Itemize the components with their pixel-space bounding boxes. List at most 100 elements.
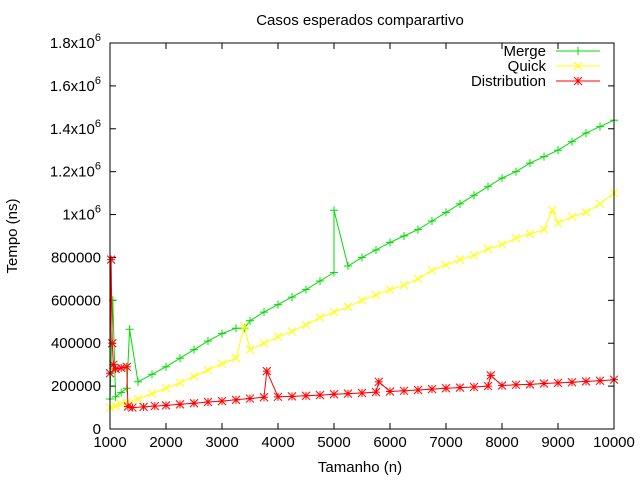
marker-stroke [273, 332, 283, 342]
marker-stroke [315, 313, 325, 322]
y-tick-label-base: 1.2x10 [50, 164, 95, 181]
marker-stroke [128, 403, 137, 412]
marker-stroke [511, 233, 521, 243]
marker-stroke [123, 402, 133, 411]
data-point [414, 225, 422, 234]
data-point [441, 260, 451, 270]
marker-stroke [469, 250, 479, 260]
data-point [357, 388, 367, 398]
marker-stroke [343, 389, 353, 398]
data-point [203, 365, 213, 375]
y-tick-label: 0 [93, 421, 101, 438]
marker-stroke [111, 364, 120, 374]
data-point [483, 381, 493, 391]
marker-stroke [106, 255, 116, 264]
marker-stroke [399, 386, 409, 396]
data-point [343, 302, 353, 312]
marker-stroke [385, 285, 395, 294]
y-tick-label-exponent: 6 [95, 118, 101, 130]
marker-stroke [240, 321, 249, 331]
y-tick-label: 1.8x106 [50, 32, 101, 52]
marker-stroke [413, 274, 423, 284]
data-point [469, 250, 479, 260]
marker-stroke [497, 381, 507, 390]
data-point [525, 229, 535, 239]
marker-stroke [273, 392, 283, 402]
marker-stroke [301, 320, 311, 330]
marker-stroke [111, 401, 120, 411]
data-point [554, 146, 562, 155]
data-point [581, 208, 591, 217]
data-point [371, 290, 381, 300]
marker-stroke [553, 218, 563, 228]
marker-stroke [581, 208, 591, 217]
y-tick-label-base: 800000 [51, 249, 101, 266]
data-point [512, 167, 520, 176]
data-point [540, 152, 548, 161]
data-point [511, 380, 521, 390]
data-point [428, 216, 436, 225]
data-point [595, 376, 605, 386]
marker-stroke [399, 280, 409, 290]
data-point [189, 372, 199, 381]
data-point [582, 129, 590, 138]
marker-stroke [161, 383, 171, 393]
marker-stroke [133, 394, 143, 404]
marker-stroke [567, 212, 577, 222]
data-point [128, 403, 137, 412]
marker-stroke [455, 383, 465, 392]
data-point [343, 389, 353, 398]
marker-stroke [525, 380, 535, 389]
series-distribution [105, 255, 619, 412]
data-point [125, 325, 134, 334]
data-point [399, 280, 409, 290]
marker-stroke [486, 371, 496, 380]
data-point [470, 191, 478, 200]
data-point [511, 233, 521, 243]
data-point [553, 218, 563, 228]
legend-label: Distribution [471, 73, 546, 90]
data-point [553, 378, 563, 388]
data-point [525, 380, 535, 389]
data-point [301, 391, 311, 401]
x-tick-label: 2000 [149, 434, 182, 451]
marker-stroke [217, 359, 227, 368]
marker-stroke [245, 345, 255, 355]
marker-stroke [371, 290, 381, 300]
marker-stroke [262, 366, 272, 376]
data-point [204, 337, 212, 346]
legend-swatch-marker [573, 76, 583, 86]
data-point [288, 293, 296, 302]
x-tick-label: 10000 [593, 434, 635, 451]
data-point [116, 363, 126, 373]
x-tick-label: 3000 [205, 434, 238, 451]
data-point [111, 401, 120, 411]
data-point [109, 360, 118, 370]
data-point [315, 390, 325, 400]
marker-stroke [413, 385, 423, 395]
data-point [498, 174, 506, 183]
data-point [259, 392, 269, 402]
data-point [287, 392, 297, 401]
y-tick-label-exponent: 6 [95, 204, 101, 216]
legend-swatch-marker [573, 61, 583, 71]
marker-stroke [329, 307, 339, 317]
y-tick-label-base: 600000 [51, 292, 101, 309]
y-tick-label: 800000 [51, 249, 101, 266]
marker-stroke [287, 327, 297, 336]
y-axis-label: Tempo (ns) [4, 198, 21, 273]
x-tick-label: 1000 [93, 434, 126, 451]
data-point [246, 316, 254, 325]
series-line [109, 259, 615, 409]
data-point [413, 385, 423, 395]
data-point [567, 212, 577, 222]
series-merge [106, 116, 618, 403]
data-point [175, 399, 185, 409]
marker-stroke [539, 379, 549, 388]
data-point [330, 206, 338, 215]
marker-stroke [441, 260, 451, 270]
data-point [260, 308, 268, 317]
data-point [190, 345, 198, 354]
